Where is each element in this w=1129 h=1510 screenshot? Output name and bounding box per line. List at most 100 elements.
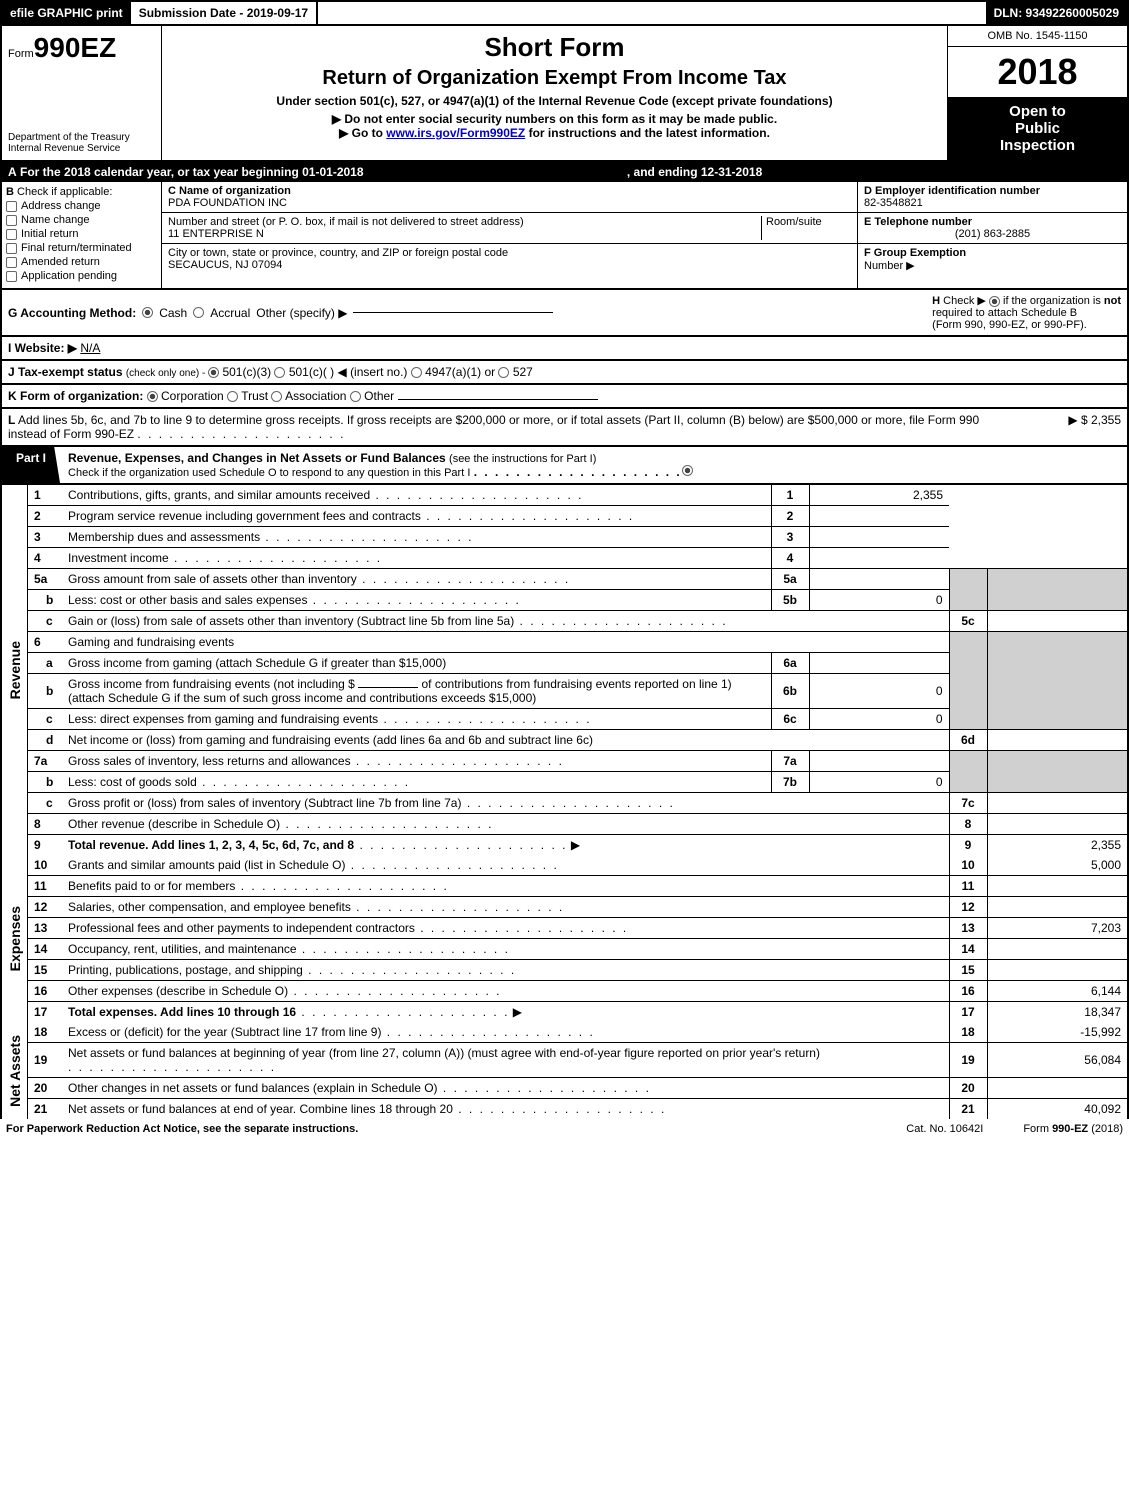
org-name: PDA FOUNDATION INC: [168, 197, 851, 209]
radio-h-icon[interactable]: [989, 296, 1000, 307]
col-b-checks: B Check if applicable: Address change Na…: [2, 182, 162, 288]
checkbox-icon: [6, 243, 17, 254]
line-2: 2Program service revenue including gover…: [28, 506, 1127, 527]
arrow-icon: ▶: [513, 1005, 522, 1019]
line-4: 4Investment income4: [28, 548, 1127, 569]
cell-ein: D Employer identification number 82-3548…: [858, 182, 1127, 213]
part1-title: Revenue, Expenses, and Changes in Net As…: [68, 451, 446, 465]
line-12: 12Salaries, other compensation, and empl…: [28, 897, 1127, 918]
chk-name-change[interactable]: Name change: [6, 214, 157, 226]
part1-header: Part I Revenue, Expenses, and Changes in…: [0, 447, 1129, 485]
line-g-h: G Accounting Method: Cash Accrual Other …: [0, 290, 1129, 337]
line-10: 10Grants and similar amounts paid (list …: [28, 855, 1127, 876]
f-label: F Group Exemption: [864, 247, 966, 259]
radio-assoc-icon[interactable]: [271, 391, 282, 402]
line-16: 16Other expenses (describe in Schedule O…: [28, 981, 1127, 1002]
line-l: L Add lines 5b, 6c, and 7b to line 9 to …: [0, 409, 1129, 447]
ssn-warning: ▶ Do not enter social security numbers o…: [168, 112, 941, 126]
part1-sub: (see the instructions for Part I): [449, 453, 596, 465]
radio-cash-icon[interactable]: [142, 307, 153, 318]
checkbox-icon: [6, 257, 17, 268]
line-6: 6Gaming and fundraising events: [28, 632, 1127, 653]
chk-address-change[interactable]: Address change: [6, 200, 157, 212]
dept-treasury: Department of the Treasury Internal Reve…: [8, 132, 155, 154]
netassets-vlabel-col: Net Assets: [2, 1022, 28, 1119]
line-1: 1Contributions, gifts, grants, and simil…: [28, 485, 1127, 506]
opt-4947: 4947(a)(1) or: [425, 365, 495, 379]
line-14: 14Occupancy, rent, utilities, and mainte…: [28, 939, 1127, 960]
form-code: 990EZ: [34, 32, 117, 63]
line-8: 8Other revenue (describe in Schedule O)8: [28, 814, 1127, 835]
form-prefix: Form: [8, 48, 34, 60]
subtitle: Under section 501(c), 527, or 4947(a)(1)…: [168, 94, 941, 108]
schedule-o-check-icon[interactable]: [682, 465, 693, 476]
line-21: 21Net assets or fund balances at end of …: [28, 1099, 1127, 1120]
line-3: 3Membership dues and assessments3: [28, 527, 1127, 548]
col-c-org: C Name of organization PDA FOUNDATION IN…: [162, 182, 857, 288]
cell-org-name: C Name of organization PDA FOUNDATION IN…: [162, 182, 857, 213]
submission-date: Submission Date - 2019-09-17: [131, 2, 318, 24]
j-note: (check only one) -: [126, 368, 208, 379]
efile-print-label[interactable]: efile GRAPHIC print: [2, 2, 131, 24]
line-17: 17Total expenses. Add lines 10 through 1…: [28, 1002, 1127, 1023]
col-d-ids: D Employer identification number 82-3548…: [857, 182, 1127, 288]
radio-trust-icon[interactable]: [227, 391, 238, 402]
opt-other: Other (specify) ▶: [256, 306, 347, 320]
radio-501c3-icon[interactable]: [208, 367, 219, 378]
chk-app-pending[interactable]: Application pending: [6, 270, 157, 282]
f-label2: Number ▶: [864, 260, 915, 272]
other-specify-input[interactable]: [353, 312, 553, 313]
k-other-input[interactable]: [398, 399, 598, 400]
addr-val: 11 ENTERPRISE N: [168, 228, 761, 240]
room-label: Room/suite: [766, 216, 851, 228]
chk-initial-return[interactable]: Initial return: [6, 228, 157, 240]
ein-val: 82-3548821: [864, 197, 923, 209]
chk-amended[interactable]: Amended return: [6, 256, 157, 268]
entity-block: B Check if applicable: Address change Na…: [0, 182, 1129, 290]
opt-accrual: Accrual: [210, 306, 250, 320]
expenses-vlabel: Expenses: [5, 902, 25, 975]
form-number: Form990EZ: [8, 32, 155, 64]
short-form-title: Short Form: [168, 32, 941, 63]
radio-4947-icon[interactable]: [411, 367, 422, 378]
line-9: 9Total revenue. Add lines 1, 2, 3, 4, 5c…: [28, 835, 1127, 856]
d-label: D Employer identification number: [864, 185, 1040, 197]
revenue-vlabel: Revenue: [5, 637, 25, 703]
radio-accrual-icon[interactable]: [193, 307, 204, 318]
revenue-vlabel-col: Revenue: [2, 485, 28, 855]
expenses-vlabel-col: Expenses: [2, 855, 28, 1022]
h-text4: (Form 990, 990-EZ, or 990-PF).: [932, 319, 1087, 331]
row-a-taxyear: A For the 2018 calendar year, or tax yea…: [0, 162, 1129, 182]
radio-kother-icon[interactable]: [350, 391, 361, 402]
opt-trust: Trust: [241, 389, 268, 403]
irs-link[interactable]: www.irs.gov/Form990EZ: [386, 126, 525, 140]
checkbox-icon: [6, 229, 17, 240]
addr-label: Number and street (or P. O. box, if mail…: [168, 216, 761, 228]
line-11: 11Benefits paid to or for members11: [28, 876, 1127, 897]
chk-final-return[interactable]: Final return/terminated: [6, 242, 157, 254]
h-label: H: [932, 295, 940, 307]
city-val: SECAUCUS, NJ 07094: [168, 259, 851, 271]
opt-cash: Cash: [159, 306, 187, 320]
section-netassets: Net Assets 18Excess or (deficit) for the…: [0, 1022, 1129, 1119]
line-5a: 5aGross amount from sale of assets other…: [28, 569, 1127, 590]
city-label: City or town, state or province, country…: [168, 247, 851, 259]
opt-assoc: Association: [285, 389, 346, 403]
cell-city: City or town, state or province, country…: [162, 244, 857, 274]
fundraising-amount-input[interactable]: [358, 687, 418, 688]
dln-label: DLN: 93492260005029: [986, 2, 1127, 24]
dept-line2: Internal Revenue Service: [8, 143, 155, 154]
line-18: 18Excess or (deficit) for the year (Subt…: [28, 1022, 1127, 1043]
part1-tab: Part I: [2, 447, 60, 483]
g-label: G Accounting Method:: [8, 306, 136, 320]
radio-501c-icon[interactable]: [274, 367, 285, 378]
inspect-1: Open to: [954, 103, 1121, 120]
l-label: L: [8, 413, 15, 427]
row-a-label: A: [8, 165, 17, 179]
goto-pre: ▶ Go to: [339, 126, 386, 140]
cat-no: Cat. No. 10642I: [906, 1123, 983, 1135]
radio-527-icon[interactable]: [498, 367, 509, 378]
radio-corp-icon[interactable]: [147, 391, 158, 402]
col-b-label: B: [6, 186, 14, 198]
cell-phone: E Telephone number (201) 863-2885: [858, 213, 1127, 244]
